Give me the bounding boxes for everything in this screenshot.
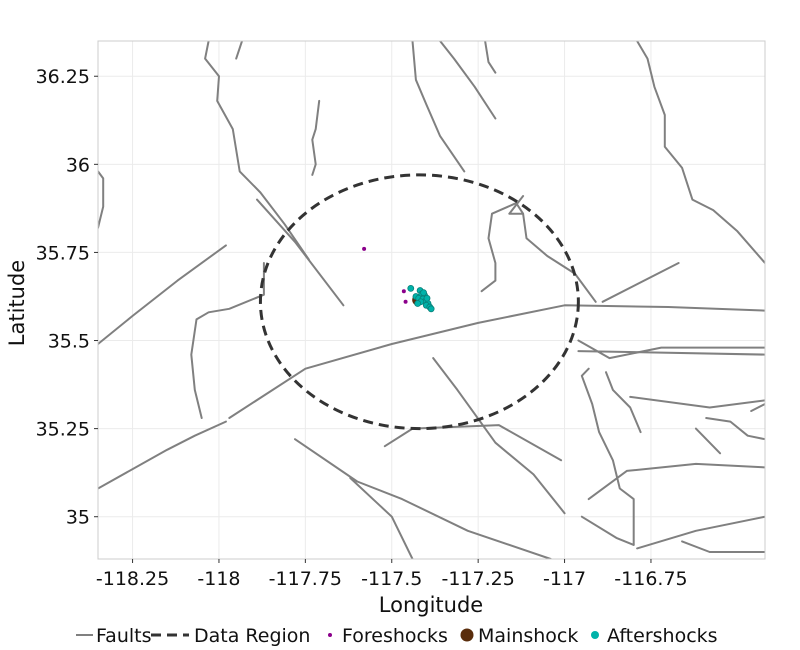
- legend-label-mainshock: Mainshock: [478, 625, 578, 647]
- legend: Faults Data Region Foreshocks Mainshock Afte…: [76, 625, 718, 647]
- fault-line: [577, 350, 765, 356]
- fault-line: [601, 262, 680, 303]
- plot-panel-border: [97, 40, 766, 560]
- event-points: [362, 246, 435, 313]
- data-region-boundary: [258, 173, 580, 431]
- fault-line: [636, 515, 765, 550]
- aftershock-point: [423, 294, 431, 302]
- x-tick-label: -117: [543, 568, 586, 590]
- fault-line: [580, 367, 635, 546]
- fault-line: [204, 41, 310, 261]
- foreshock-point: [362, 246, 367, 251]
- aftershock-point: [414, 300, 422, 307]
- y-tick-label: 35.25: [36, 419, 90, 441]
- x-tick-label: -118: [197, 568, 240, 590]
- legend-label-foreshocks: Foreshocks: [342, 625, 448, 647]
- fault-line: [228, 304, 765, 419]
- fault-line: [190, 262, 265, 419]
- fault-line: [694, 427, 722, 455]
- fault-line: [484, 41, 497, 74]
- legend-label-region: Data Region: [194, 625, 310, 647]
- legend-label-faults: Faults: [96, 625, 152, 647]
- y-tick-label: 36.25: [36, 66, 90, 88]
- fault-line: [98, 170, 105, 229]
- x-axis-ticks: -118.25 -118 -117.75 -117.5 -117.25 -117 -116.…: [96, 559, 688, 590]
- fault-line: [629, 395, 765, 409]
- fault-line: [750, 403, 765, 412]
- fault-line: [587, 462, 765, 501]
- fault-line: [605, 371, 642, 434]
- x-tick-label: -117.5: [361, 568, 422, 590]
- fault-line: [439, 41, 497, 120]
- fault-line: [98, 244, 227, 345]
- x-axis-title: Longitude: [379, 593, 483, 617]
- foreshock-point: [403, 299, 408, 304]
- fault-line: [580, 515, 635, 546]
- fault-line: [256, 198, 345, 307]
- foreshock-point: [401, 289, 406, 294]
- y-axis-title: Latitude: [5, 260, 29, 346]
- y-tick-label: 35.75: [36, 242, 90, 264]
- x-tick-label: -116.75: [614, 568, 687, 590]
- y-tick-label: 35: [66, 507, 90, 529]
- y-tick-label: 35.5: [48, 331, 90, 353]
- fault-line: [480, 202, 597, 303]
- y-axis-ticks: 35 35.25 35.5 35.75 36 36.25: [36, 66, 98, 529]
- fault-line: [636, 41, 765, 264]
- fault-lines: [98, 41, 765, 559]
- legend-label-aftershocks: Aftershocks: [607, 625, 718, 647]
- legend-key-foreshocks: [328, 633, 332, 637]
- x-tick-label: -118.25: [96, 568, 169, 590]
- fault-line: [294, 438, 552, 559]
- fault-line: [411, 41, 466, 173]
- legend-key-mainshock: [460, 628, 474, 642]
- fault-line: [508, 195, 525, 215]
- y-tick-label: 36: [66, 154, 90, 176]
- aftershock-point: [407, 284, 415, 292]
- legend-key-aftershocks: [591, 631, 599, 639]
- aftershock-point: [427, 305, 435, 313]
- fault-line: [705, 417, 765, 441]
- x-tick-label: -117.25: [441, 568, 514, 590]
- fault-line: [681, 540, 765, 553]
- x-tick-label: -117.75: [269, 568, 342, 590]
- fault-line: [311, 99, 321, 176]
- fault-line: [383, 424, 563, 462]
- data-region-layer: [258, 173, 580, 431]
- fault-line: [98, 420, 227, 490]
- fault-line: [349, 477, 414, 559]
- aftershock-point: [420, 289, 427, 297]
- fault-line: [432, 357, 566, 515]
